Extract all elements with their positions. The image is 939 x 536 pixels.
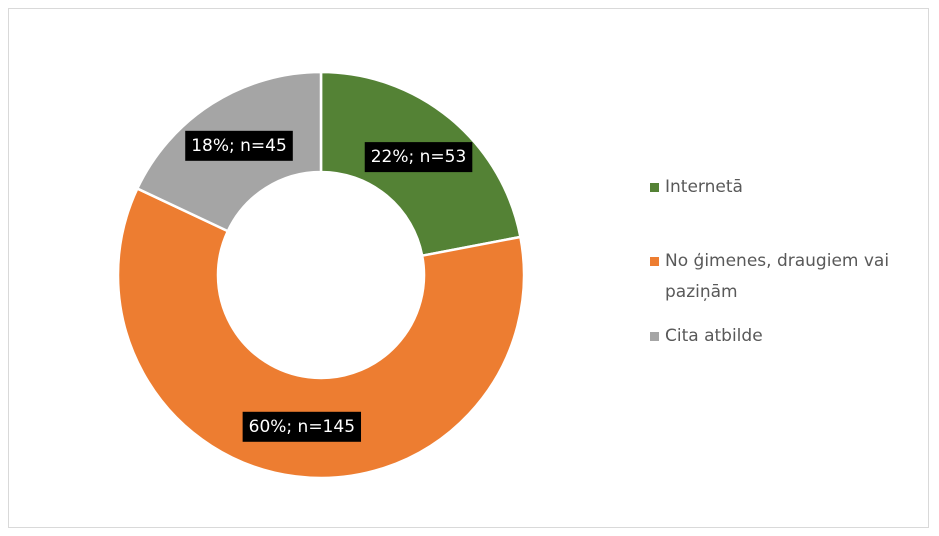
donut-slice [116, 186, 526, 480]
legend-label: Internetā [665, 177, 743, 197]
legend-swatch [650, 183, 659, 192]
legend-swatch [650, 257, 659, 266]
legend-item: Internetā [650, 172, 910, 203]
legend-label: Cita atbilde [665, 326, 763, 346]
data-label-box [242, 411, 362, 442]
chart-frame [8, 8, 929, 528]
data-label-text: 60%; n=145 [249, 417, 355, 437]
legend-item: No ģimenes, draugiem vai paziņām [650, 246, 910, 308]
data-label-box [185, 130, 293, 161]
data-label-box [364, 142, 473, 173]
data-label-text: 18%; n=45 [191, 136, 287, 156]
legend-item: Cita atbilde [650, 321, 910, 352]
legend-label: No ģimenes, draugiem vai paziņām [665, 251, 890, 302]
data-label-text: 22%; n=53 [371, 147, 467, 167]
legend-swatch [650, 332, 659, 341]
data-label: 60%; n=145 [242, 411, 362, 442]
data-label: 18%; n=45 [185, 130, 293, 161]
data-label: 22%; n=53 [364, 142, 473, 173]
